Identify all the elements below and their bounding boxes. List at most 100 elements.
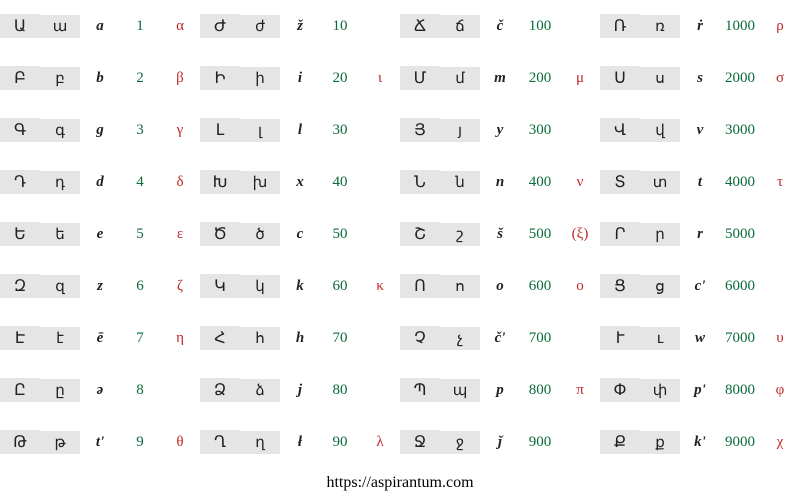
- alphabet-row: Ժժž10: [200, 0, 400, 52]
- alphabet-row: Ցցc'6000: [600, 260, 800, 312]
- alphabet-table: Աաa1αԲբb2βԳգg3γԴդd4δԵեe5εԶզz6ζԷէē7ηԸըə8Թ…: [0, 0, 800, 468]
- numeric-value: 4000: [720, 172, 760, 193]
- alphabet-row: Թթt'9θ: [0, 416, 200, 468]
- numeric-value: 60: [320, 276, 360, 297]
- numeric-value: 6: [120, 276, 160, 297]
- lowercase-letter: ս: [640, 67, 680, 90]
- alphabet-row: Մմm200μ: [400, 52, 600, 104]
- lowercase-letter: ա: [40, 15, 80, 38]
- transliteration: g: [80, 120, 120, 141]
- numeric-value: 3000: [720, 120, 760, 141]
- lowercase-letter: ւ: [640, 327, 680, 350]
- alphabet-block: Ռռṙ1000ρՍսs2000σՎվv3000Տտt4000τՐրr5000Ցց…: [600, 0, 800, 468]
- uppercase-letter: Ե: [0, 222, 40, 246]
- greek-equivalent: [560, 336, 600, 340]
- transliteration: s: [680, 68, 720, 89]
- greek-equivalent: [360, 128, 400, 132]
- alphabet-row: Իիi20ι: [200, 52, 400, 104]
- uppercase-letter: Մ: [400, 66, 440, 90]
- transliteration: t: [680, 172, 720, 193]
- uppercase-letter: Ո: [400, 274, 440, 298]
- transliteration: p: [480, 380, 520, 401]
- transliteration: r: [680, 224, 720, 245]
- numeric-value: 700: [520, 328, 560, 349]
- numeric-value: 80: [320, 380, 360, 401]
- transliteration: h: [280, 328, 320, 349]
- transliteration: č': [480, 328, 520, 349]
- numeric-value: 100: [520, 16, 560, 37]
- lowercase-letter: գ: [40, 119, 80, 142]
- lowercase-letter: դ: [40, 171, 80, 194]
- lowercase-letter: ծ: [240, 223, 280, 246]
- numeric-value: 40: [320, 172, 360, 193]
- greek-equivalent: [360, 232, 400, 236]
- greek-equivalent: [760, 128, 800, 132]
- lowercase-letter: հ: [240, 327, 280, 350]
- greek-equivalent: κ: [360, 276, 400, 297]
- numeric-value: 5: [120, 224, 160, 245]
- transliteration: x: [280, 172, 320, 193]
- uppercase-letter: Ս: [600, 66, 640, 90]
- lowercase-letter: ն: [440, 171, 480, 194]
- alphabet-block: Ճճč100Մմm200μՅյy300Ննn400νՇշš500(ξ)Ոոo60…: [400, 0, 600, 468]
- greek-equivalent: ε: [160, 224, 200, 245]
- lowercase-letter: ռ: [640, 15, 680, 38]
- numeric-value: 20: [320, 68, 360, 89]
- lowercase-letter: փ: [640, 379, 680, 402]
- lowercase-letter: վ: [640, 119, 680, 142]
- alphabet-row: Տտt4000τ: [600, 156, 800, 208]
- alphabet-row: Ննn400ν: [400, 156, 600, 208]
- uppercase-letter: Հ: [200, 326, 240, 350]
- uppercase-letter: Գ: [0, 118, 40, 142]
- greek-equivalent: λ: [360, 432, 400, 453]
- lowercase-letter: շ: [440, 223, 480, 246]
- uppercase-letter: Ը: [0, 378, 40, 402]
- transliteration: ē: [80, 328, 120, 349]
- numeric-value: 1000: [720, 16, 760, 37]
- alphabet-row: Ոոo600ο: [400, 260, 600, 312]
- alphabet-row: Ծծc50: [200, 208, 400, 260]
- uppercase-letter: Ղ: [200, 430, 240, 454]
- numeric-value: 400: [520, 172, 560, 193]
- lowercase-letter: մ: [440, 67, 480, 90]
- transliteration: w: [680, 328, 720, 349]
- numeric-value: 300: [520, 120, 560, 141]
- numeric-value: 8: [120, 380, 160, 401]
- uppercase-letter: Ռ: [600, 14, 640, 38]
- uppercase-letter: Ց: [600, 274, 640, 298]
- uppercase-letter: Փ: [600, 378, 640, 402]
- numeric-value: 10: [320, 16, 360, 37]
- numeric-value: 70: [320, 328, 360, 349]
- numeric-value: 1: [120, 16, 160, 37]
- greek-equivalent: [560, 440, 600, 444]
- numeric-value: 6000: [720, 276, 760, 297]
- transliteration: ž: [280, 16, 320, 37]
- alphabet-row: Ըըə8: [0, 364, 200, 416]
- lowercase-letter: ժ: [240, 15, 280, 38]
- alphabet-row: Կկk60κ: [200, 260, 400, 312]
- transliteration: ǰ: [480, 432, 520, 453]
- lowercase-letter: ճ: [440, 15, 480, 38]
- footer-url: https://aspirantum.com: [0, 468, 800, 500]
- greek-equivalent: μ: [560, 68, 600, 89]
- lowercase-letter: յ: [440, 119, 480, 142]
- uppercase-letter: Լ: [200, 118, 240, 142]
- uppercase-letter: Ք: [600, 430, 640, 454]
- numeric-value: 8000: [720, 380, 760, 401]
- lowercase-letter: խ: [240, 171, 280, 194]
- transliteration: c': [680, 276, 720, 297]
- uppercase-letter: Է: [0, 326, 40, 350]
- alphabet-row: Ձձj80: [200, 364, 400, 416]
- numeric-value: 9000: [720, 432, 760, 453]
- lowercase-letter: պ: [440, 379, 480, 402]
- transliteration: p': [680, 380, 720, 401]
- numeric-value: 4: [120, 172, 160, 193]
- greek-equivalent: ρ: [760, 16, 800, 37]
- alphabet-row: Լլl30: [200, 104, 400, 156]
- alphabet-row: Ջջǰ900: [400, 416, 600, 468]
- lowercase-letter: է: [40, 327, 80, 350]
- alphabet-row: Պպp800π: [400, 364, 600, 416]
- lowercase-letter: ք: [640, 431, 680, 454]
- uppercase-letter: Կ: [200, 274, 240, 298]
- lowercase-letter: զ: [40, 275, 80, 298]
